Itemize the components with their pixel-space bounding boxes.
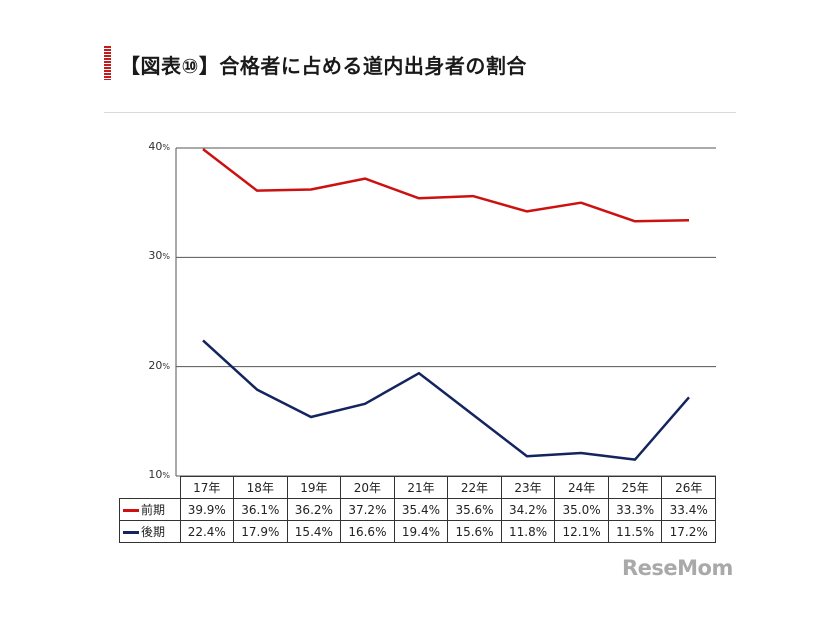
resemom-logo: ReseMom bbox=[622, 556, 733, 580]
y-tick-value: 30 bbox=[148, 249, 163, 263]
y-tick-label: 30% bbox=[130, 249, 170, 262]
legend-label: 後期 bbox=[141, 525, 166, 539]
data-label: 17.9% bbox=[233, 520, 288, 543]
data-label: 11.8% bbox=[500, 520, 556, 543]
table-header-row: 17年 18年 19年 20年 21年 22年 23年 24年 25年 26年 bbox=[119, 476, 716, 499]
data-label: 17.2% bbox=[661, 520, 716, 543]
data-label: 22.4% bbox=[179, 520, 235, 543]
x-category-label: 22年 bbox=[447, 476, 502, 499]
legend-label: 前期 bbox=[141, 503, 166, 517]
data-label: 36.2% bbox=[286, 498, 342, 521]
legend-swatch bbox=[123, 531, 139, 534]
series-line-1 bbox=[202, 339, 690, 461]
data-label: 35.0% bbox=[554, 498, 609, 521]
data-label: 19.4% bbox=[393, 520, 449, 543]
series-line-0 bbox=[202, 148, 690, 223]
data-label: 37.2% bbox=[340, 498, 395, 521]
data-label: 36.1% bbox=[233, 498, 288, 521]
y-tick-value: 20 bbox=[148, 358, 163, 372]
y-tick-label: 20% bbox=[130, 359, 170, 372]
data-label: 39.9% bbox=[179, 498, 235, 521]
x-category-label: 25年 bbox=[607, 476, 663, 499]
table-row: 前期 39.9% 36.1% 36.2% 37.2% 35.4% 35.6% 34.2% 35.… bbox=[119, 498, 716, 521]
data-label: 15.4% bbox=[286, 520, 342, 543]
x-category-label: 17年 bbox=[179, 476, 235, 499]
title-divider bbox=[104, 112, 736, 113]
table-corner-cell bbox=[119, 476, 181, 499]
series-lines bbox=[202, 148, 690, 461]
y-tick-unit: % bbox=[162, 471, 170, 480]
x-category-label: 26年 bbox=[661, 476, 716, 499]
y-tick-unit: % bbox=[162, 252, 170, 262]
data-label: 35.6% bbox=[447, 498, 502, 521]
x-category-label: 21年 bbox=[393, 476, 449, 499]
x-category-label: 20年 bbox=[340, 476, 395, 499]
data-label: 33.4% bbox=[661, 498, 716, 521]
x-category-label: 19年 bbox=[286, 476, 342, 499]
x-category-label: 18年 bbox=[233, 476, 288, 499]
data-table-container: 17年 18年 19年 20年 21年 22年 23年 24年 25年 26年 前期 39.9% 36.… bbox=[119, 476, 716, 544]
data-table: 17年 18年 19年 20年 21年 22年 23年 24年 25年 26年 前期 39.9% 36.… bbox=[119, 476, 716, 543]
data-label: 15.6% bbox=[447, 520, 502, 543]
title-accent-bar bbox=[104, 46, 111, 80]
legend-swatch bbox=[123, 509, 139, 512]
y-tick-unit: % bbox=[162, 361, 170, 371]
table-row: 後期 22.4% 17.9% 15.4% 16.6% 19.4% 15.6% 11.8% 12.… bbox=[119, 520, 716, 543]
legend-entry: 後期 bbox=[119, 520, 181, 543]
data-label: 16.6% bbox=[340, 520, 395, 543]
data-label: 11.5% bbox=[607, 520, 663, 543]
logo-text: ReseMom bbox=[622, 556, 733, 580]
y-tick-value: 40 bbox=[148, 140, 163, 153]
data-label: 35.4% bbox=[393, 498, 449, 521]
data-label: 34.2% bbox=[500, 498, 556, 521]
data-label: 33.3% bbox=[607, 498, 663, 521]
y-tick-unit: % bbox=[162, 143, 170, 152]
chart-title: 【図表⑩】合格者に占める道内出身者の割合 bbox=[120, 54, 527, 78]
legend-entry: 前期 bbox=[119, 498, 181, 521]
x-category-label: 24年 bbox=[554, 476, 609, 499]
gridlines bbox=[175, 147, 716, 477]
data-label: 12.1% bbox=[554, 520, 609, 543]
x-category-label: 23年 bbox=[500, 476, 556, 499]
y-tick-label: 40% bbox=[130, 140, 170, 153]
